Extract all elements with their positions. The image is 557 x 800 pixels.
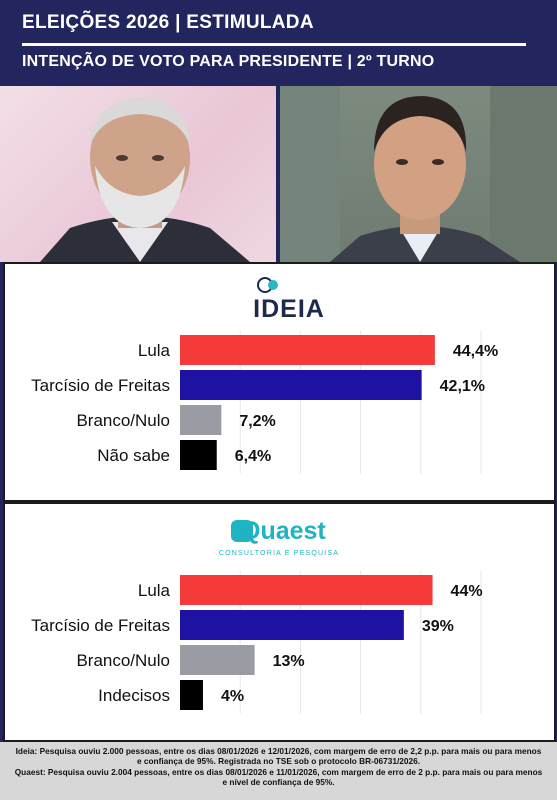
bar-tarc-sio-de-freitas — [180, 610, 404, 640]
value-label: 39% — [422, 618, 454, 635]
quaest-logo-icon — [231, 520, 253, 542]
bar-lula — [180, 575, 433, 605]
ideia-bar-chart: IDEIA Lula 44,4% Tarcísio de Freitas 42,1% B… — [31, 277, 498, 474]
header-divider — [22, 43, 526, 46]
value-label: 13% — [273, 653, 305, 670]
page-subtitle: INTENÇÃO DE VOTO PARA PRESIDENTE | 2º TU… — [22, 53, 435, 70]
category-label: Tarcísio de Freitas — [31, 616, 170, 635]
page-title: ELEIÇÕES 2026 | ESTIMULADA — [22, 12, 314, 33]
quaest-bar-chart: Quaest CONSULTORIA E PESQUISA Lula 44% Tar… — [31, 517, 483, 714]
value-label: 44,4% — [453, 343, 498, 360]
value-label: 7,2% — [239, 413, 275, 430]
quaest-logo-tagline: CONSULTORIA E PESQUISA — [219, 550, 339, 557]
ideia-logo: IDEIA — [253, 277, 325, 323]
category-label: Indecisos — [98, 686, 170, 705]
category-label: Lula — [138, 581, 171, 600]
category-label: Branco/Nulo — [76, 411, 170, 430]
ideia-logo-dot — [268, 280, 278, 290]
value-label: 44% — [451, 583, 483, 600]
bar-branco-nulo — [180, 405, 222, 435]
candidate-photos — [0, 86, 557, 262]
candidate-photo-lula — [0, 86, 276, 262]
bar-lula — [180, 335, 435, 365]
quaest-logo-text: Quaest — [241, 517, 326, 545]
category-label: Branco/Nulo — [76, 651, 170, 670]
category-label: Não sabe — [97, 446, 170, 465]
candidate-photo-tarcisio — [280, 86, 557, 262]
category-label: Tarcísio de Freitas — [31, 376, 170, 395]
bar-tarc-sio-de-freitas — [180, 370, 422, 400]
ideia-logo-text: IDEIA — [253, 295, 325, 323]
quaest-logo: Quaest CONSULTORIA E PESQUISA — [219, 517, 339, 557]
methodology-footer: Ideia: Pesquisa ouviu 2.000 pessoas, ent… — [0, 742, 557, 800]
value-label: 6,4% — [235, 448, 271, 465]
header-banner: ELEIÇÕES 2026 | ESTIMULADA INTENÇÃO DE V… — [0, 0, 557, 86]
ideia-methodology-note: Ideia: Pesquisa ouviu 2.000 pessoas, ent… — [15, 746, 542, 766]
category-label: Lula — [138, 341, 171, 360]
bar-indecisos — [180, 680, 203, 710]
value-label: 42,1% — [440, 378, 485, 395]
quaest-methodology-note: Quaest: Pesquisa ouviu 2.004 pessoas, en… — [14, 767, 543, 787]
bar-branco-nulo — [180, 645, 255, 675]
ideia-poll-panel: IDEIA Lula 44,4% Tarcísio de Freitas 42,1% B… — [3, 262, 556, 502]
quaest-poll-panel: Quaest CONSULTORIA E PESQUISA Lula 44% Tar… — [3, 502, 556, 742]
bar-n-o-sabe — [180, 440, 217, 470]
value-label: 4% — [221, 688, 244, 705]
